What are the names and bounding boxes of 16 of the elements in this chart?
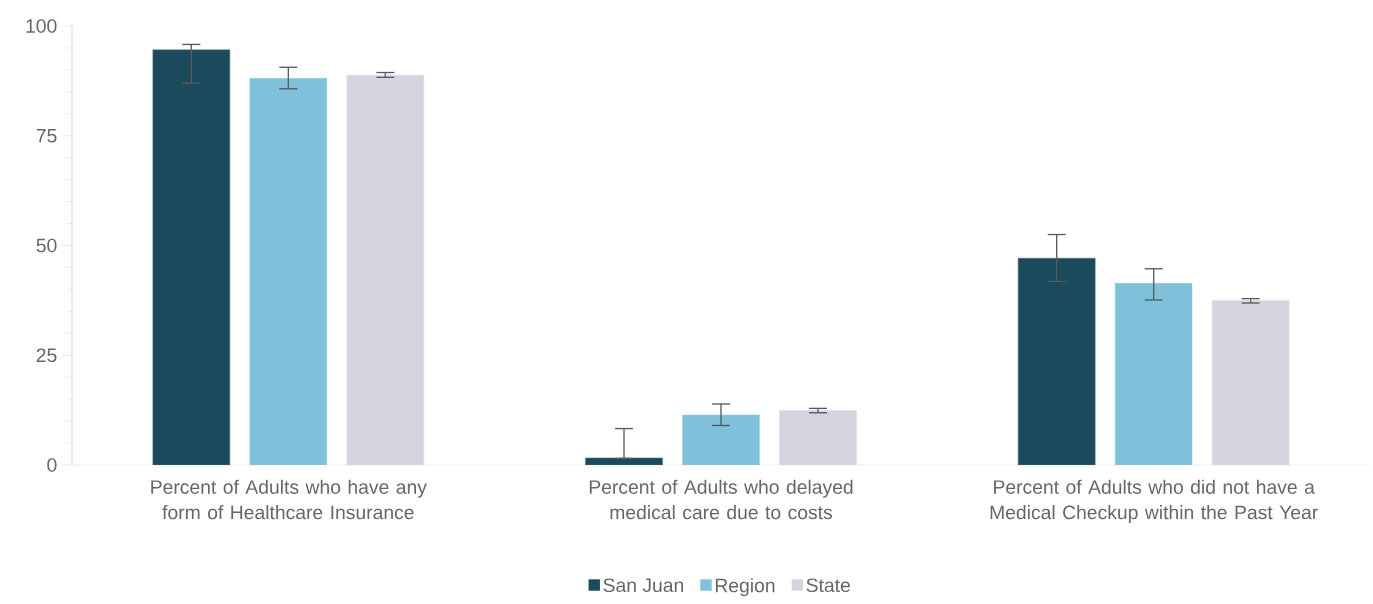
y-tick-label: 100 (26, 19, 57, 33)
x-tick-label: Percent of Adults who delayed medical care due to costs (589, 479, 853, 520)
bar (152, 49, 231, 465)
bar (1017, 257, 1096, 465)
x-tick-label: Percent of Adults who did not have a Medical Checkup within the Past Year (990, 479, 1318, 524)
legend-label: Region (715, 578, 775, 597)
legend-label: State (806, 578, 850, 593)
bar (682, 414, 760, 465)
x-tick-label: Percent of Adults who have any form of Healthcare Insurance (151, 479, 427, 520)
bar (249, 77, 328, 465)
y-tick-label: 0 (47, 458, 57, 472)
legend-label: San Juan (603, 578, 684, 593)
y-tick-label: 25 (36, 348, 57, 363)
y-tick-label: 75 (36, 129, 57, 143)
bar (1114, 282, 1193, 465)
y-tick-label: 50 (36, 238, 57, 253)
